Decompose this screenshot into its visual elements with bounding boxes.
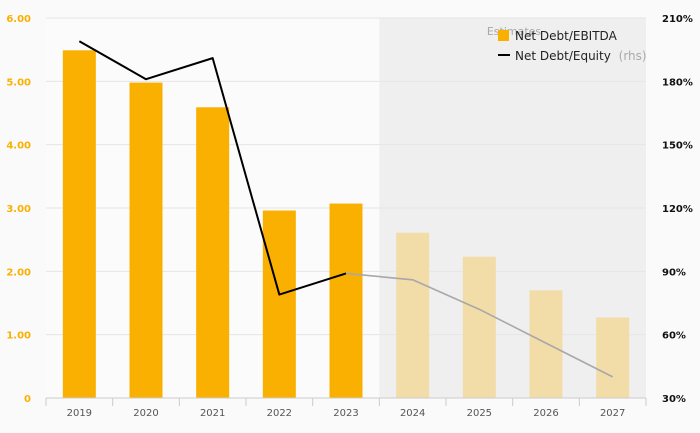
x-tick-label: 2023	[333, 408, 358, 419]
bar-2025	[462, 256, 496, 398]
bar-2023	[329, 203, 363, 398]
left-tick-label: 3.00	[6, 204, 31, 215]
line-series	[78, 40, 614, 378]
right-tick-label: 150%	[662, 141, 693, 152]
x-axis: 2019 2020 2021 2022 2023 2024 2025 2026 2027	[45, 397, 647, 419]
left-tick-label: 6.00	[6, 14, 31, 25]
right-tick-label: 210%	[662, 14, 693, 25]
bar-2026	[529, 290, 563, 398]
bar-2027	[596, 317, 630, 398]
legend: Net Debt/EBITDA Net Debt/Equity (rhs)	[498, 29, 647, 63]
bar-series	[62, 50, 630, 399]
left-tick-label: 1.00	[6, 331, 31, 342]
bar-2019	[62, 50, 96, 399]
legend-label-net-debt-equity: Net Debt/Equity (rhs)	[515, 49, 647, 63]
left-tick-label: 0	[24, 394, 31, 405]
x-tick-label: 2024	[400, 408, 425, 419]
left-axis: 0 1.00 2.00 3.00 4.00 5.00 6.00	[6, 14, 31, 405]
right-tick-label: 180%	[662, 77, 693, 88]
legend-swatch-net-debt-ebitda	[498, 30, 509, 41]
x-tick-label: 2019	[67, 408, 92, 419]
bar-2020	[129, 82, 163, 398]
left-tick-label: 2.00	[6, 267, 31, 278]
left-tick-label: 4.00	[6, 141, 31, 152]
bar-2021	[196, 107, 230, 399]
x-tick-label: 2021	[200, 408, 225, 419]
x-tick-label: 2027	[600, 408, 625, 419]
legend-rhs-suffix: (rhs)	[619, 49, 647, 63]
x-tick-label: 2022	[267, 408, 292, 419]
line-net-debt-equity-actual	[78, 40, 347, 296]
right-axis: 30% 60% 90% 120% 150% 180% 210%	[662, 14, 693, 405]
right-tick-label: 90%	[662, 267, 686, 278]
bar-2024	[396, 232, 430, 398]
right-tick-label: 60%	[662, 331, 686, 342]
legend-series-name: Net Debt/Equity	[515, 49, 611, 63]
left-tick-label: 5.00	[6, 77, 31, 88]
line-net-debt-equity-estimate	[345, 272, 614, 378]
legend-label-net-debt-ebitda: Net Debt/EBITDA	[515, 29, 618, 43]
x-tick-label: 2020	[133, 408, 158, 419]
x-tick-label: 2025	[467, 408, 492, 419]
right-tick-label: 30%	[662, 394, 686, 405]
x-tick-label: 2026	[533, 408, 558, 419]
right-tick-label: 120%	[662, 204, 693, 215]
bar-2022	[262, 210, 296, 398]
